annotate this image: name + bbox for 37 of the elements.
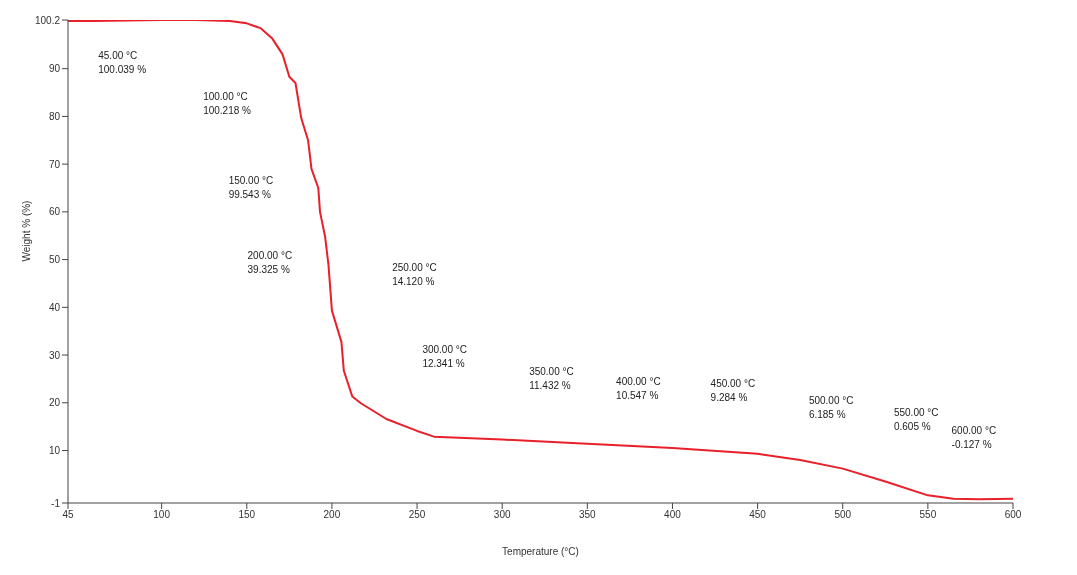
annotation: 100.00 °C 100.218 % (203, 90, 252, 116)
y-tick-label: 10 (48, 445, 61, 457)
x-tick-label: 350 (578, 509, 597, 521)
y-tick-label: -1 (51, 497, 61, 509)
x-tick-label: 100 (153, 509, 171, 521)
x-tick-label: 45 (62, 509, 74, 521)
x-tick-label: 150 (238, 509, 256, 521)
y-tick-label: 60 (48, 206, 61, 218)
annotation: 450.00 °C 9.284 % (710, 378, 756, 404)
y-tick-label: 40 (48, 301, 61, 313)
y-tick-label: 80 (48, 110, 61, 122)
annotation: 350.00 °C 11.432 % (529, 366, 574, 392)
y-tick-label: 90 (48, 63, 61, 75)
x-axis-title: Temperature (°C) (502, 546, 579, 557)
x-tick-label: 200 (323, 509, 341, 521)
x-tick-label: 300 (493, 509, 511, 521)
y-axis-title: Weight % (%) (20, 200, 32, 262)
annotation: 500.00 °C 6.185 % (808, 394, 854, 420)
y-tick-label: 100.2 (34, 14, 61, 26)
y-tick-label: 70 (48, 158, 61, 170)
annotation: 150.00 °C 99.543 % (228, 175, 274, 201)
x-tick-label: 450 (749, 509, 767, 521)
annotation: 45.00 °C 100.039 % (98, 49, 147, 75)
x-tick-label: 250 (408, 509, 426, 521)
x-tick-label: 500 (834, 509, 852, 521)
annotation: 550.00 °C 0.605 % (893, 407, 939, 433)
annotation: 250.00 °C 14.120 % (392, 262, 437, 288)
annotation: 200.00 °C 39.325 % (247, 250, 293, 276)
annotation: 300.00 °C 12.341 % (422, 344, 467, 370)
x-tick-label: 600 (1004, 509, 1022, 521)
x-tick-label: 400 (664, 509, 682, 521)
y-tick-label: 30 (48, 349, 61, 361)
x-tick-label: 550 (919, 509, 937, 521)
annotation: 600.00 °C -0.127 % (951, 424, 997, 450)
y-tick-label: 20 (48, 397, 61, 409)
annotation: 400.00 °C 10.547 % (616, 375, 661, 401)
y-tick-label: 50 (48, 254, 61, 266)
